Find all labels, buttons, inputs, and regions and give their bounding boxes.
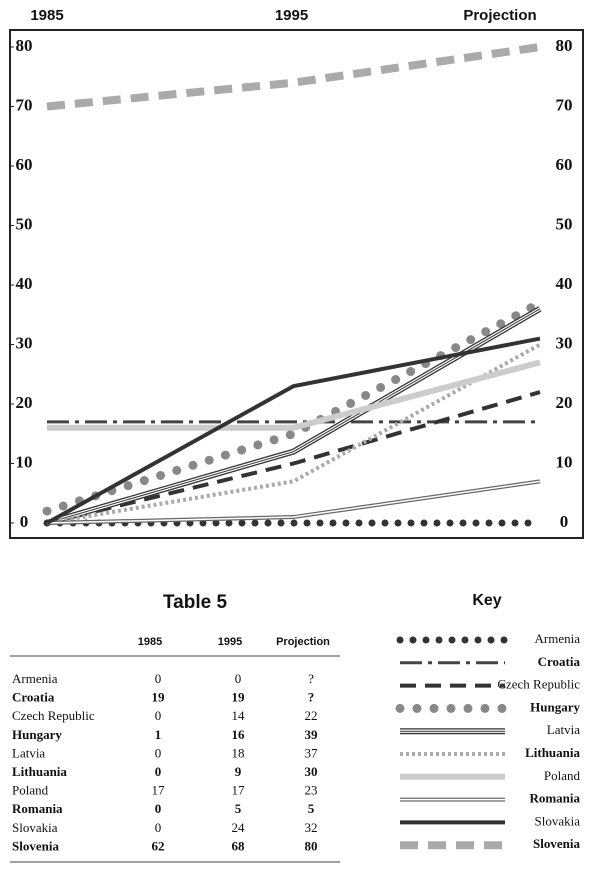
y-tick-label: 50 [556, 214, 573, 233]
legend-label: Croatia [538, 654, 581, 669]
table-cell: 9 [235, 764, 242, 779]
series-line [46, 336, 541, 525]
x-tick-label: 1985 [30, 7, 63, 24]
table-cell: 0 [155, 764, 162, 779]
y-tick-label: 10 [556, 452, 573, 471]
legend-label: Romania [529, 791, 580, 806]
table-cell: 1 [155, 727, 162, 742]
table-cell: 16 [232, 727, 246, 742]
legend-label: Poland [544, 768, 581, 783]
y-tick-label: 20 [16, 393, 33, 412]
table-cell: 22 [305, 708, 318, 723]
legend-label: Hungary [530, 699, 580, 714]
table-cell: 17 [152, 783, 166, 798]
row-label: Hungary [12, 727, 62, 742]
table-cell: 14 [232, 708, 246, 723]
table-cell: 37 [305, 745, 319, 760]
table-cell: 0 [235, 671, 242, 686]
y-tick-label: 20 [556, 393, 573, 412]
y-tick-label: 50 [16, 214, 33, 233]
table-cell: 18 [232, 745, 245, 760]
series-line-inner [46, 480, 541, 524]
legend-label: Armenia [535, 631, 581, 646]
legend-title: Key [472, 592, 501, 609]
legend-label: Slovakia [535, 813, 581, 828]
row-label: Slovenia [12, 838, 59, 853]
y-tick-label: 40 [16, 274, 33, 293]
table-cell: 5 [235, 801, 242, 816]
series-line [42, 298, 545, 516]
y-tick-label: 80 [16, 36, 33, 55]
table-cell: 24 [232, 820, 246, 835]
table-cell: 32 [305, 820, 318, 835]
legend-label: Slovenia [533, 836, 580, 851]
table-cell: ? [308, 671, 314, 686]
series-line [46, 43, 541, 111]
table-cell: 5 [308, 801, 315, 816]
row-label: Lithuania [12, 764, 67, 779]
y-tick-label: 10 [16, 452, 33, 471]
row-label: Romania [12, 801, 63, 816]
table-cell: 80 [305, 838, 318, 853]
table-cell: 30 [305, 764, 318, 779]
legend-label: Latvia [547, 722, 580, 737]
y-tick-label: 30 [16, 333, 33, 352]
series-line [47, 359, 541, 431]
table-cell: 62 [152, 838, 165, 853]
table-cell: 0 [155, 708, 162, 723]
y-tick-label: 30 [556, 333, 573, 352]
y-tick-label: 60 [16, 155, 33, 174]
table-cell: 0 [155, 801, 162, 816]
y-tick-label: 0 [560, 512, 569, 531]
table-cell: 17 [232, 783, 246, 798]
y-tick-label: 80 [556, 36, 573, 55]
table-cell: ? [308, 690, 315, 705]
table-cell: 0 [155, 671, 162, 686]
row-label: Latvia [12, 745, 45, 760]
table-title: Table 5 [163, 592, 227, 613]
plot-frame [9, 29, 584, 539]
series-line [46, 390, 541, 525]
x-tick-label: 1995 [275, 7, 308, 24]
legend-label: Lithuania [525, 745, 580, 760]
row-label: Slovakia [12, 820, 58, 835]
row-label: Czech Republic [12, 708, 95, 723]
table-header: Projection [276, 636, 330, 648]
table-cell: 0 [155, 745, 162, 760]
legend-label: Czech Republic [497, 677, 580, 692]
row-label: Poland [12, 783, 49, 798]
table-cell: 23 [305, 783, 318, 798]
table-header: 1985 [138, 636, 162, 648]
y-tick-label: 0 [20, 512, 29, 531]
table-cell: 19 [232, 690, 246, 705]
table-header: 1995 [218, 636, 242, 648]
x-tick-label: Projection [463, 7, 536, 24]
table-cell: 68 [232, 838, 246, 853]
y-tick-label: 70 [556, 95, 573, 114]
y-tick-label: 60 [556, 155, 573, 174]
table-cell: 19 [152, 690, 166, 705]
table-cell: 39 [305, 727, 319, 742]
y-tick-label: 70 [16, 95, 33, 114]
table-cell: 0 [155, 820, 162, 835]
row-label: Armenia [12, 671, 58, 686]
y-tick-label: 40 [556, 274, 573, 293]
row-label: Croatia [12, 690, 55, 705]
